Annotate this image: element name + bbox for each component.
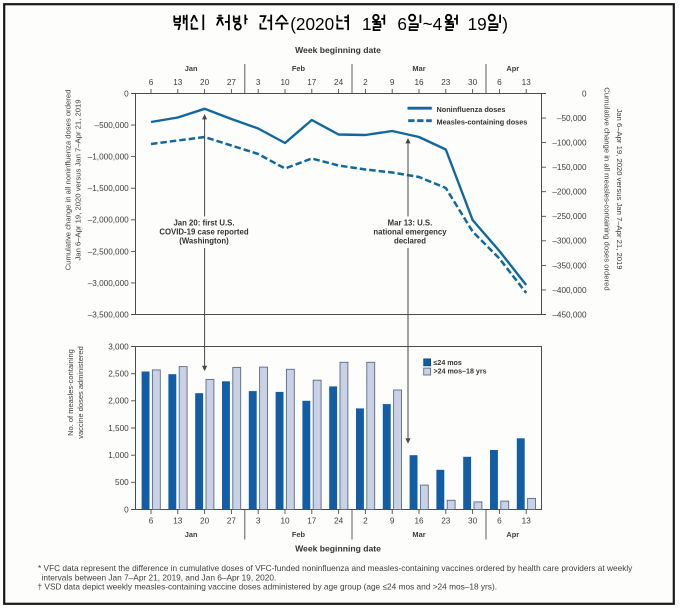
svg-text:Jan 6–Apr 19, 2020 versus Jan: Jan 6–Apr 19, 2020 versus Jan 7–Apr 21, … <box>73 99 82 260</box>
svg-text:Jan: Jan <box>185 64 198 73</box>
svg-text:–350,000: –350,000 <box>552 261 587 270</box>
svg-text:3,000: 3,000 <box>108 342 129 351</box>
svg-text:–200,000: –200,000 <box>552 188 587 197</box>
svg-text:–1,500,000: –1,500,000 <box>88 184 129 193</box>
svg-text:–300,000: –300,000 <box>552 237 587 246</box>
svg-text:0: 0 <box>124 89 129 98</box>
svg-text:COVID-19 case reported: COVID-19 case reported <box>159 228 249 237</box>
svg-text:Jan: Jan <box>185 530 198 539</box>
svg-text:6: 6 <box>149 78 154 87</box>
svg-text:(Washington): (Washington) <box>179 237 229 246</box>
svg-text:2,500: 2,500 <box>108 370 129 379</box>
svg-text:30: 30 <box>468 78 478 87</box>
svg-text:–500,000: –500,000 <box>95 121 130 130</box>
svg-text:500: 500 <box>115 478 129 487</box>
svg-text:6: 6 <box>149 517 154 526</box>
svg-text:3: 3 <box>256 517 261 526</box>
svg-text:(2020: (2020 <box>290 14 334 34</box>
svg-text:1: 1 <box>362 14 372 34</box>
svg-text:Week beginning date: Week beginning date <box>295 544 381 554</box>
svg-text:13: 13 <box>522 78 532 87</box>
svg-text:≤24 mos: ≤24 mos <box>434 359 462 367</box>
svg-text:intervals between Jan 7–Apr 2: intervals between Jan 7–Apr 21, 2019, an… <box>42 573 277 583</box>
svg-text:13: 13 <box>522 517 532 526</box>
svg-text:24: 24 <box>334 517 344 526</box>
svg-text:–2,500,000: –2,500,000 <box>88 247 129 256</box>
svg-text:10: 10 <box>280 78 290 87</box>
svg-text:Mar: Mar <box>412 64 425 73</box>
svg-text:vaccine doses administered: vaccine doses administered <box>76 346 85 439</box>
svg-text:2: 2 <box>363 78 368 87</box>
svg-text:Feb: Feb <box>292 530 306 539</box>
svg-text:–3,500,000: –3,500,000 <box>88 310 129 319</box>
svg-text:–250,000: –250,000 <box>552 212 587 221</box>
svg-text:3: 3 <box>256 78 261 87</box>
svg-text:–3,000,000: –3,000,000 <box>88 279 129 288</box>
svg-text:Noninfluenza doses: Noninfluenza doses <box>437 105 506 114</box>
svg-text:13: 13 <box>173 78 183 87</box>
svg-text:9: 9 <box>390 517 395 526</box>
svg-text:Jan 20: first U.S.: Jan 20: first U.S. <box>173 219 234 228</box>
svg-text:0: 0 <box>124 505 129 514</box>
svg-text:20: 20 <box>200 517 210 526</box>
svg-text:17: 17 <box>307 517 317 526</box>
svg-text:–150,000: –150,000 <box>552 163 587 172</box>
svg-text:* VFC data represent the diffe: * VFC data represent the difference in c… <box>38 563 633 573</box>
svg-text:17: 17 <box>307 78 317 87</box>
svg-text:declared: declared <box>394 237 426 246</box>
svg-text:Apr: Apr <box>506 530 519 539</box>
svg-text:6: 6 <box>397 14 407 34</box>
svg-text:Cumulative change in all nonin: Cumulative change in all noninfluenza do… <box>63 90 72 271</box>
svg-text:Mar: Mar <box>412 530 425 539</box>
svg-text:~4: ~4 <box>423 14 443 34</box>
svg-text:Measles-containing doses: Measles-containing doses <box>437 117 528 126</box>
svg-text:9: 9 <box>390 78 395 87</box>
svg-text:–100,000: –100,000 <box>552 139 587 148</box>
svg-text:–450,000: –450,000 <box>552 310 587 319</box>
svg-text:Apr: Apr <box>506 64 519 73</box>
svg-text:–1,000,000: –1,000,000 <box>88 153 129 162</box>
svg-text:Jan 6–Apr 19, 2020 versus Jan: Jan 6–Apr 19, 2020 versus Jan 7–Apr 21, … <box>615 108 624 269</box>
svg-text:6: 6 <box>497 517 502 526</box>
svg-text:20: 20 <box>200 78 210 87</box>
svg-text:–50,000: –50,000 <box>557 114 587 123</box>
svg-text:1,500: 1,500 <box>108 424 129 433</box>
svg-text:No. of measles-containing: No. of measles-containing <box>66 349 75 436</box>
svg-text:Mar 13: U.S.: Mar 13: U.S. <box>388 219 433 228</box>
svg-text:Cumulative change in all measl: Cumulative change in all measles-contain… <box>602 87 611 290</box>
svg-text:–2,000,000: –2,000,000 <box>88 216 129 225</box>
svg-text:10: 10 <box>280 517 290 526</box>
svg-text:): ) <box>502 14 508 34</box>
svg-text:13: 13 <box>173 517 183 526</box>
svg-text:23: 23 <box>441 517 451 526</box>
svg-text:1,000: 1,000 <box>108 451 129 460</box>
svg-text:–400,000: –400,000 <box>552 286 587 295</box>
svg-text:>24 mos–18 yrs: >24 mos–18 yrs <box>434 368 487 376</box>
svg-text:Week beginning date: Week beginning date <box>295 45 381 55</box>
svg-text:16: 16 <box>414 517 424 526</box>
svg-text:national emergency: national emergency <box>373 228 447 237</box>
svg-text:24: 24 <box>334 78 344 87</box>
svg-text:16: 16 <box>414 78 424 87</box>
svg-text:6: 6 <box>497 78 502 87</box>
svg-text:27: 27 <box>227 517 237 526</box>
svg-text:30: 30 <box>468 517 478 526</box>
svg-text:27: 27 <box>227 78 237 87</box>
svg-text:0: 0 <box>582 89 587 98</box>
svg-text:Feb: Feb <box>292 64 306 73</box>
svg-text:2,000: 2,000 <box>108 397 129 406</box>
svg-text:† VSD data depict weekly measl: † VSD data depict weekly measles-contain… <box>38 582 498 592</box>
svg-text:19: 19 <box>468 14 487 34</box>
svg-text:23: 23 <box>441 78 451 87</box>
svg-text:2: 2 <box>363 517 368 526</box>
